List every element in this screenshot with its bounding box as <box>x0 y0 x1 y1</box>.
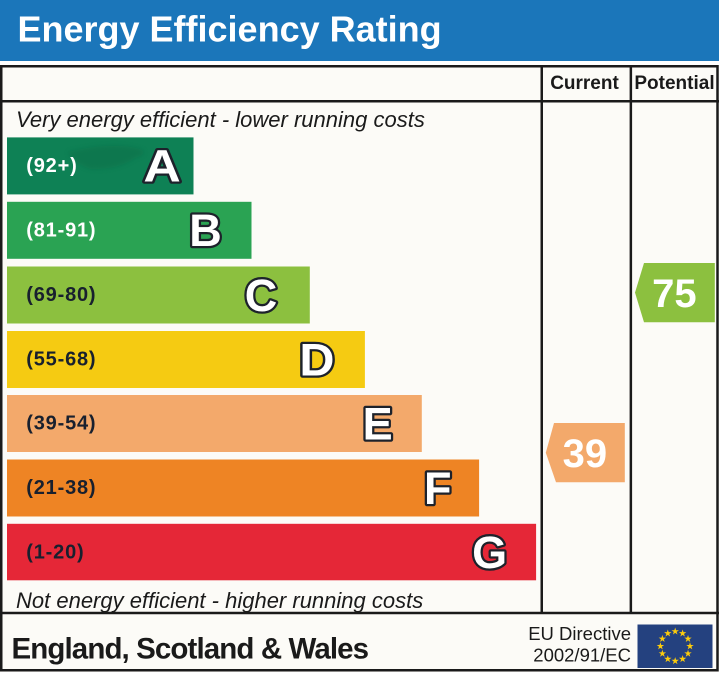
svg-text:(92+): (92+) <box>26 155 77 177</box>
svg-text:G: G <box>472 527 507 578</box>
svg-text:(81-91): (81-91) <box>26 219 96 241</box>
svg-text:Not energy efficient - higher: Not energy efficient - higher running co… <box>16 588 423 613</box>
svg-text:2002/91/EC: 2002/91/EC <box>533 645 631 666</box>
svg-text:England, Scotland & Wales: England, Scotland & Wales <box>12 633 369 666</box>
svg-text:(39-54): (39-54) <box>26 413 96 435</box>
svg-text:Current: Current <box>550 73 619 94</box>
svg-text:(1-20): (1-20) <box>26 541 84 563</box>
svg-text:39: 39 <box>563 432 608 476</box>
svg-text:F: F <box>424 463 452 514</box>
svg-text:C: C <box>245 270 278 321</box>
svg-text:75: 75 <box>652 272 697 316</box>
svg-text:Energy Efficiency Rating: Energy Efficiency Rating <box>18 9 442 50</box>
svg-text:(55-68): (55-68) <box>26 349 96 371</box>
svg-text:Very energy efficient - lower: Very energy efficient - lower running co… <box>16 107 425 132</box>
svg-text:E: E <box>363 398 393 449</box>
svg-text:D: D <box>299 335 334 385</box>
svg-text:A: A <box>143 142 180 192</box>
svg-text:B: B <box>189 205 222 256</box>
svg-text:EU Directive: EU Directive <box>528 623 631 644</box>
svg-text:(69-80): (69-80) <box>26 284 96 306</box>
svg-text:(21-38): (21-38) <box>26 477 96 499</box>
svg-text:Potential: Potential <box>634 73 714 94</box>
